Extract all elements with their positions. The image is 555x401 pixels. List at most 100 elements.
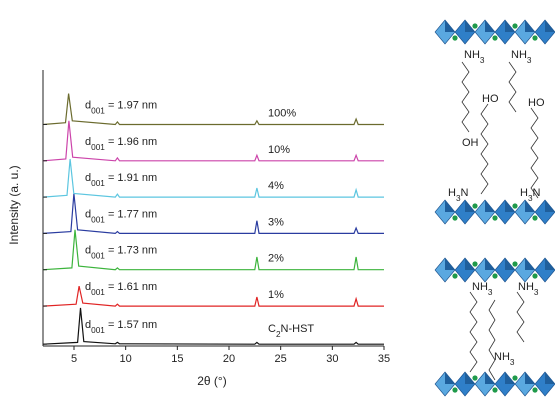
series-label-part: 2 [276, 330, 281, 339]
octahedron-face [445, 372, 455, 384]
peak-label-part: 001 [91, 106, 105, 115]
ion [532, 273, 538, 279]
octahedron-face [545, 372, 555, 384]
series-line [42, 285, 384, 307]
peak-label-part: d [85, 136, 91, 148]
ion [472, 203, 478, 209]
peak-label: d001 = 1.91 nm [85, 172, 157, 188]
structure-diagram [434, 19, 555, 397]
octahedron-face [545, 200, 555, 212]
peak-label-part: d [85, 208, 91, 220]
series-label: 3% [268, 216, 284, 228]
group-label-part: OH [462, 137, 479, 149]
peak-label-part: = 1.57 nm [105, 319, 157, 331]
peak-label-part: d [85, 245, 91, 257]
group-label: NH3 [494, 351, 515, 367]
alkyl-chain [480, 103, 489, 195]
peak-label-part: 001 [91, 288, 105, 297]
peak-label-part: = 1.97 nm [105, 99, 157, 111]
group-label: OH [462, 137, 479, 149]
octahedron-face [485, 258, 495, 270]
series-label: C2N-HST [268, 323, 314, 339]
alkyl-chain [469, 291, 478, 373]
octahedron-face [445, 200, 455, 212]
octahedron-face [545, 258, 555, 270]
peak-label: d001 = 1.77 nm [85, 208, 157, 224]
x-tick-label: 25 [275, 353, 287, 365]
series-label: 2% [268, 253, 284, 265]
peak-label-part: d [85, 281, 91, 293]
octahedron-face [465, 372, 475, 384]
series-line [42, 93, 384, 126]
peak-label-part: = 1.77 nm [105, 208, 157, 220]
x-tick-label: 20 [223, 353, 235, 365]
peak-label-part: = 1.91 nm [105, 172, 157, 184]
peak-label-part: = 1.61 nm [105, 281, 157, 293]
peak-label: d001 = 1.57 nm [85, 319, 157, 335]
alkyl-chain [461, 61, 470, 133]
ion [472, 23, 478, 29]
octahedron-face [445, 20, 455, 32]
x-tick-label: 30 [326, 353, 338, 365]
ion [452, 387, 458, 393]
group-label-part: 3 [510, 358, 515, 367]
octahedron-face [445, 258, 455, 270]
group-label-part: NH [518, 281, 534, 293]
x-tick-label: 5 [71, 353, 77, 365]
ion [492, 273, 498, 279]
group-label-part: N [533, 187, 541, 199]
ion [512, 375, 518, 381]
series-label: 10% [268, 144, 290, 156]
ion [472, 375, 478, 381]
group-label-part: 3 [527, 56, 532, 65]
series-label: 1% [268, 289, 284, 301]
series-label-part: C [268, 323, 276, 335]
group-label-part: HO [482, 93, 499, 105]
y-axis-title: Intensity (a. u.) [7, 165, 21, 244]
ion [512, 261, 518, 267]
octahedron-face [485, 372, 495, 384]
series-line [42, 307, 384, 345]
group-label-part: NH [464, 49, 480, 61]
group-label-part: 3 [534, 288, 539, 297]
series-line [42, 193, 384, 235]
series-line [42, 229, 384, 271]
octahedron-face [485, 20, 495, 32]
group-label-part: 3 [480, 56, 485, 65]
peak-label: d001 = 1.97 nm [85, 99, 157, 115]
series-label: 4% [268, 180, 284, 192]
x-tick-label: 15 [171, 353, 183, 365]
octahedron-face [505, 20, 515, 32]
ion [472, 261, 478, 267]
group-label-part: H [448, 187, 456, 199]
octahedron-face [525, 200, 535, 212]
peak-label-part: 001 [91, 326, 105, 335]
peak-label: d001 = 1.73 nm [85, 245, 157, 261]
group-label: NH3 [518, 281, 539, 297]
peak-label-part: d [85, 319, 91, 331]
x-axis-title: 2θ (°) [197, 374, 226, 388]
ion [512, 203, 518, 209]
group-label-part: N [461, 187, 469, 199]
group-label: NH3 [472, 281, 493, 297]
octahedron-face [485, 200, 495, 212]
ion [532, 35, 538, 41]
octahedron-face [465, 258, 475, 270]
octahedron-face [525, 258, 535, 270]
group-label: HO [482, 93, 499, 105]
alkyl-chain [530, 107, 539, 199]
ion [492, 387, 498, 393]
group-label: HO [528, 97, 545, 109]
octahedron-face [465, 20, 475, 32]
ion [492, 215, 498, 221]
octahedron-face [545, 20, 555, 32]
group-label: NH3 [464, 49, 485, 65]
series-line [42, 158, 384, 198]
peak-label-part: 001 [91, 179, 105, 188]
peak-label-part: = 1.96 nm [105, 136, 157, 148]
group-label: H3N [520, 187, 541, 203]
peak-label-part: = 1.73 nm [105, 245, 157, 257]
group-label-part: NH [511, 49, 527, 61]
octahedron-face [465, 200, 475, 212]
